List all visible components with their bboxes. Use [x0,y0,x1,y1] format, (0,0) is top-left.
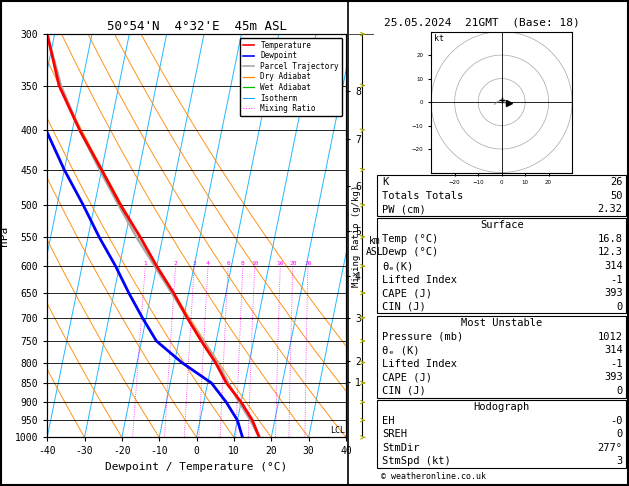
Text: 314: 314 [604,261,623,271]
Text: © weatheronline.co.uk: © weatheronline.co.uk [381,472,486,481]
Text: Mixing Ratio (g/kg): Mixing Ratio (g/kg) [352,185,361,287]
Text: 20: 20 [289,261,297,266]
Text: 3: 3 [616,456,623,467]
Text: PW (cm): PW (cm) [382,204,426,214]
Text: Pressure (mb): Pressure (mb) [382,331,464,342]
Text: Lifted Index: Lifted Index [382,275,457,285]
Text: SREH: SREH [382,429,408,439]
Text: Temp (°C): Temp (°C) [382,234,438,244]
X-axis label: Dewpoint / Temperature (°C): Dewpoint / Temperature (°C) [106,462,287,472]
Text: θₑ (K): θₑ (K) [382,345,420,355]
Text: -1: -1 [610,359,623,369]
Text: 8: 8 [241,261,245,266]
Text: 0: 0 [616,386,623,396]
Text: 25.05.2024  21GMT  (Base: 18): 25.05.2024 21GMT (Base: 18) [384,17,579,27]
Legend: Temperature, Dewpoint, Parcel Trajectory, Dry Adiabat, Wet Adiabat, Isotherm, Mi: Temperature, Dewpoint, Parcel Trajectory… [240,38,342,116]
Text: kt: kt [433,34,443,43]
Text: CAPE (J): CAPE (J) [382,372,432,382]
Text: StmSpd (kt): StmSpd (kt) [382,456,451,467]
Text: 314: 314 [604,345,623,355]
Text: 16: 16 [277,261,284,266]
Text: CAPE (J): CAPE (J) [382,288,432,298]
Text: 4: 4 [206,261,210,266]
Text: CIN (J): CIN (J) [382,302,426,312]
Text: -1: -1 [610,275,623,285]
Text: 2: 2 [174,261,177,266]
Text: 0: 0 [616,302,623,312]
Text: 3: 3 [192,261,196,266]
Text: 277°: 277° [598,443,623,453]
Text: 10: 10 [251,261,259,266]
Text: StmDir: StmDir [382,443,420,453]
Text: K: K [382,177,389,187]
Title: 50°54'N  4°32'E  45m ASL: 50°54'N 4°32'E 45m ASL [106,20,287,33]
Text: 50: 50 [610,191,623,201]
Y-axis label: km
ASL: km ASL [366,236,384,257]
Text: 12.3: 12.3 [598,247,623,258]
Text: Surface: Surface [480,220,523,230]
Text: 393: 393 [604,288,623,298]
Text: EH: EH [382,416,395,426]
Text: 26: 26 [610,177,623,187]
Text: θₑ(K): θₑ(K) [382,261,414,271]
Text: 2.32: 2.32 [598,204,623,214]
Text: 16.8: 16.8 [598,234,623,244]
Text: Hodograph: Hodograph [474,402,530,412]
Text: 26: 26 [304,261,311,266]
Text: Most Unstable: Most Unstable [461,318,542,328]
Text: Totals Totals: Totals Totals [382,191,464,201]
Text: 393: 393 [604,372,623,382]
Text: 6: 6 [226,261,230,266]
Text: -0: -0 [610,416,623,426]
Text: 1: 1 [143,261,147,266]
Y-axis label: hPa: hPa [0,226,9,246]
Text: Lifted Index: Lifted Index [382,359,457,369]
Text: 0: 0 [616,429,623,439]
Text: 1012: 1012 [598,331,623,342]
Text: LCL: LCL [330,426,345,435]
Text: CIN (J): CIN (J) [382,386,426,396]
Text: Dewp (°C): Dewp (°C) [382,247,438,258]
